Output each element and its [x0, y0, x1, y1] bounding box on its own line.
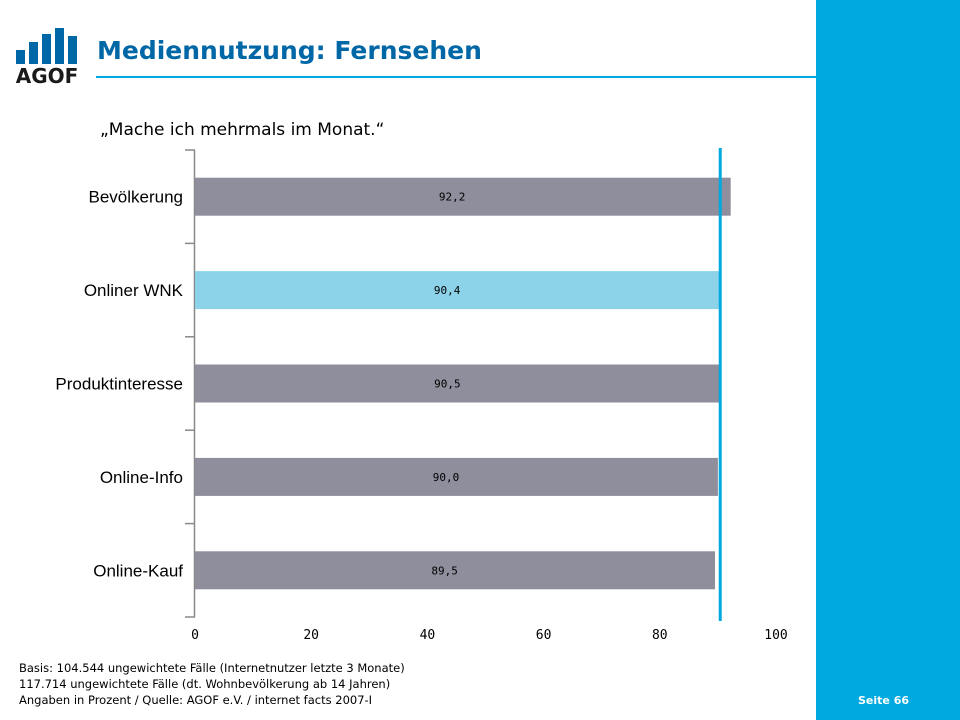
bar	[195, 177, 731, 216]
bar	[195, 551, 715, 590]
data-label: 92,2	[439, 191, 466, 204]
x-tick-label: 40	[420, 628, 436, 643]
footnote-line: Angaben in Prozent / Quelle: AGOF e.V. /…	[19, 693, 373, 707]
footnote-line: 117.714 ungewichtete Fälle (dt. Wohnbevö…	[19, 677, 391, 691]
x-tick-label: 0	[191, 628, 199, 643]
data-label: 90,5	[434, 378, 461, 391]
category-label: Online-Kauf	[93, 561, 183, 580]
category-label: Online-Info	[100, 468, 183, 487]
chart-title: „Mache ich mehrmals im Monat.“	[100, 120, 385, 140]
bar	[195, 364, 721, 403]
x-tick-label: 20	[303, 628, 319, 643]
page-title: Mediennutzung: Fernsehen	[97, 36, 482, 65]
data-label: 90,0	[433, 471, 460, 484]
data-label: 89,5	[431, 564, 458, 577]
category-label: Onliner WNK	[84, 281, 184, 300]
right-accent-band	[816, 0, 960, 720]
category-label: Produktinteresse	[55, 375, 183, 394]
logo-bar	[16, 50, 25, 64]
logo-bar	[55, 28, 64, 64]
footnote-line: Basis: 104.544 ungewichtete Fälle (Inter…	[19, 661, 405, 675]
x-tick-label: 100	[764, 628, 787, 643]
bar	[195, 271, 721, 310]
logo-bar	[68, 36, 77, 64]
logo-bars-icon	[16, 26, 78, 64]
x-tick-label: 60	[536, 628, 552, 643]
logo-bar	[42, 34, 51, 64]
bar	[195, 457, 718, 496]
logo-bar	[29, 42, 38, 64]
title-divider	[96, 76, 816, 78]
page-number: Seite 66	[858, 694, 910, 707]
bar-chart: Bevölkerung 92,2 Onliner WNK 90,4 Produktint…	[55, 148, 788, 643]
category-label: Bevölkerung	[88, 188, 183, 207]
agof-logo: AGOF	[14, 26, 80, 88]
logo-text: AGOF	[15, 64, 79, 88]
data-label: 90,4	[434, 284, 461, 297]
x-tick-label: 80	[652, 628, 668, 643]
footnote: Basis: 104.544 ungewichtete Fälle (Inter…	[19, 660, 405, 708]
